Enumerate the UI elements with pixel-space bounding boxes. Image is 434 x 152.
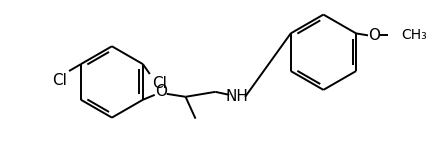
Text: CH₃: CH₃ [401,28,427,42]
Text: Cl: Cl [52,73,66,88]
Text: NH: NH [226,89,249,104]
Text: O: O [155,84,167,99]
Text: O: O [368,28,380,43]
Text: Cl: Cl [152,76,167,91]
